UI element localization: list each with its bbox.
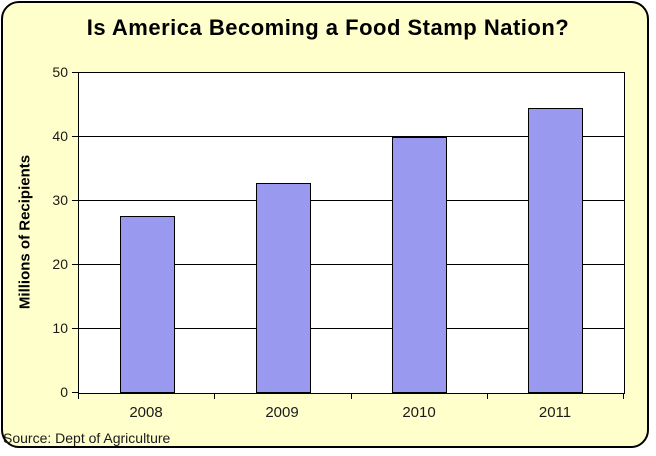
y-tick-label-30: 30 (52, 192, 68, 208)
y-tick-50 (72, 72, 78, 73)
chart-title: Is America Becoming a Food Stamp Nation? (86, 15, 570, 40)
y-axis-title: Millions of Recipients (16, 154, 34, 310)
gridline-10 (79, 328, 624, 329)
gridline-40 (79, 136, 624, 137)
gridline-20 (79, 264, 624, 265)
x-tick-label-2009: 2009 (265, 404, 299, 421)
x-tick-2 (351, 393, 352, 399)
x-tick-label-2011: 2011 (538, 404, 572, 421)
y-tick-0 (72, 392, 78, 393)
y-tick-label-40: 40 (52, 128, 68, 144)
source-note: Source: Dept of Agriculture (3, 430, 171, 446)
y-tick-label-20: 20 (52, 256, 68, 272)
y-tick-30 (72, 200, 78, 201)
x-tick-1 (214, 393, 215, 399)
y-tick-10 (72, 328, 78, 329)
bar-2008 (119, 216, 175, 393)
y-axis-title-container: Millions of Recipients (10, 72, 40, 392)
bar-2011 (528, 108, 584, 393)
plot-area (78, 72, 625, 394)
gridline-30 (79, 200, 624, 201)
y-tick-label-50: 50 (52, 64, 68, 80)
y-tick-label-0: 0 (60, 384, 68, 400)
y-tick-20 (72, 264, 78, 265)
x-tick-label-2008: 2008 (129, 404, 163, 421)
x-tick-3 (487, 393, 488, 399)
x-tick-label-2010: 2010 (402, 404, 436, 421)
bar-2010 (392, 137, 448, 393)
y-tick-label-10: 10 (52, 320, 68, 336)
y-tick-40 (72, 136, 78, 137)
x-tick-4 (623, 393, 624, 399)
x-tick-0 (78, 393, 79, 399)
bar-2009 (255, 183, 311, 393)
